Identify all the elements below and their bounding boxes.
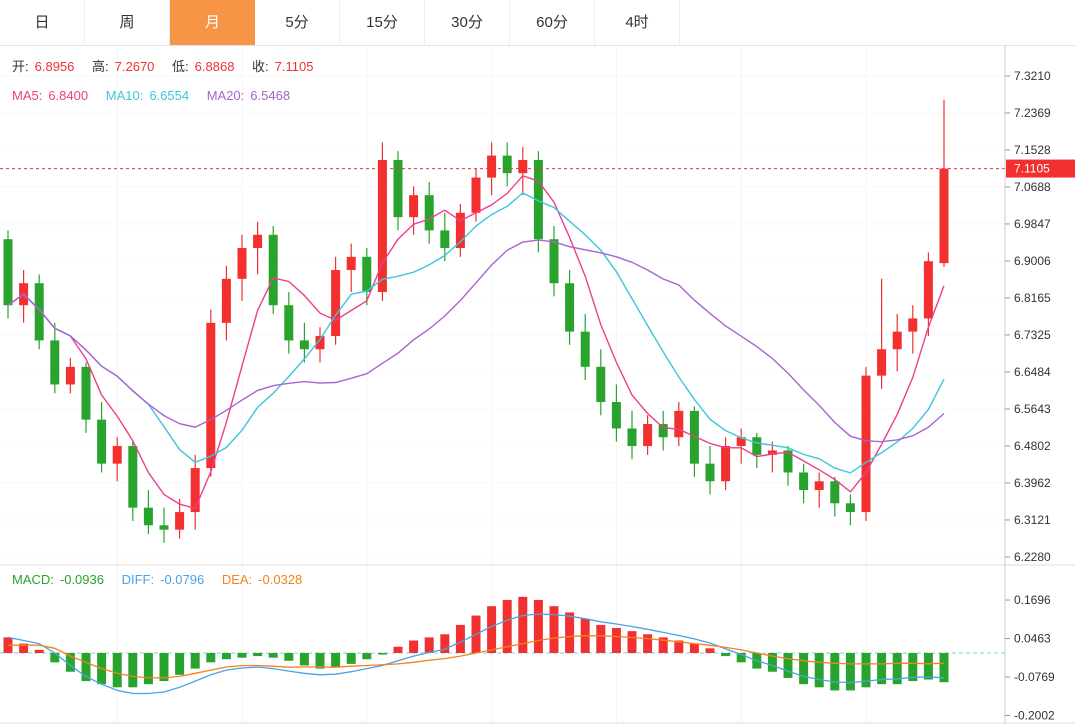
svg-text:7.2369: 7.2369 <box>1014 106 1051 120</box>
svg-text:6.7325: 6.7325 <box>1014 328 1051 342</box>
diff-line <box>7 613 945 695</box>
tab-day[interactable]: 日 <box>0 0 85 45</box>
gridlines <box>0 46 1005 724</box>
svg-text:-0.2002: -0.2002 <box>1014 708 1055 722</box>
tab-60min[interactable]: 60分 <box>510 0 595 45</box>
candles <box>3 99 949 543</box>
svg-text:7.1528: 7.1528 <box>1014 143 1051 157</box>
svg-text:6.8165: 6.8165 <box>1014 291 1051 305</box>
current-price-badge <box>1006 159 1075 178</box>
svg-text:0.0463: 0.0463 <box>1014 632 1051 646</box>
svg-text:6.3121: 6.3121 <box>1014 513 1051 527</box>
tab-30min[interactable]: 30分 <box>425 0 510 45</box>
svg-text:7.3210: 7.3210 <box>1014 69 1051 83</box>
ma10-line <box>7 192 945 474</box>
tab-15min[interactable]: 15分 <box>340 0 425 45</box>
chart-canvas[interactable]: 7.3210 7.2369 7.1528 7.0688 6.9847 6.9006 6.81… <box>0 46 1075 724</box>
ma5-line <box>7 174 945 510</box>
current-price-badge-text: 7.1105 <box>1014 162 1050 176</box>
timeframe-tabbar: 日 周 月 5分 15分 30分 60分 4时 <box>0 0 1075 46</box>
tab-4hour[interactable]: 4时 <box>595 0 680 45</box>
svg-text:0.1696: 0.1696 <box>1014 593 1051 607</box>
svg-text:-0.0769: -0.0769 <box>1014 670 1055 684</box>
svg-text:6.2280: 6.2280 <box>1014 550 1051 564</box>
tab-month[interactable]: 月 <box>170 0 255 45</box>
svg-text:6.9847: 6.9847 <box>1014 217 1051 231</box>
svg-text:6.9006: 6.9006 <box>1014 254 1051 268</box>
svg-text:6.6484: 6.6484 <box>1014 365 1051 379</box>
dea-line <box>8 635 945 679</box>
macd-axis-labels: 0.1696 0.0463 -0.0769 -0.2002 <box>1005 593 1055 722</box>
chart-area[interactable]: 7.3210 7.2369 7.1528 7.0688 6.9847 6.9006 6.81… <box>0 46 1075 724</box>
svg-text:6.4802: 6.4802 <box>1014 439 1051 453</box>
price-axis-labels: 7.3210 7.2369 7.1528 7.0688 6.9847 6.9006 6.81… <box>1005 69 1051 564</box>
tab-5min[interactable]: 5分 <box>255 0 340 45</box>
ma20-line <box>7 239 945 443</box>
svg-text:6.5643: 6.5643 <box>1014 402 1051 416</box>
svg-text:6.3962: 6.3962 <box>1014 476 1051 490</box>
svg-text:7.0688: 7.0688 <box>1014 180 1051 194</box>
tab-week[interactable]: 周 <box>85 0 170 45</box>
